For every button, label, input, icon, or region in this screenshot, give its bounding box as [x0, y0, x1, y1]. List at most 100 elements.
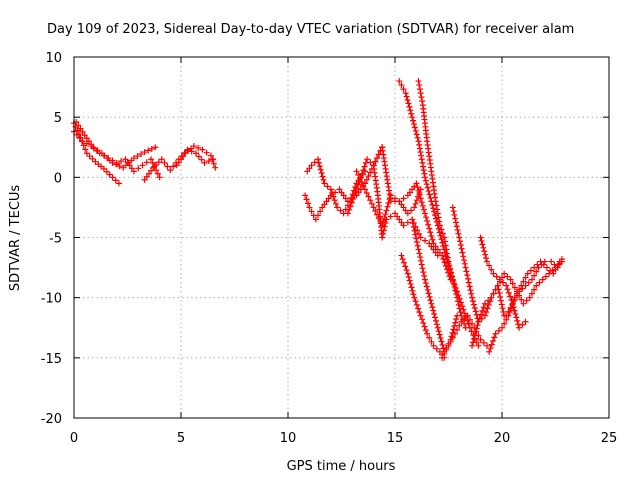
data-marker	[73, 131, 80, 138]
data-marker	[360, 167, 367, 174]
data-point	[469, 342, 476, 349]
data-marker	[329, 189, 336, 196]
data-marker	[479, 241, 486, 248]
data-marker	[106, 171, 113, 178]
data-marker	[382, 211, 389, 218]
data-marker	[519, 321, 526, 328]
data-marker	[411, 183, 418, 190]
data-marker	[75, 122, 82, 129]
data-marker	[454, 298, 461, 305]
data-point	[415, 138, 422, 145]
series-arc-10	[370, 144, 424, 217]
data-marker	[85, 138, 92, 145]
data-point	[370, 204, 377, 211]
data-points	[71, 78, 565, 361]
data-marker	[435, 328, 442, 335]
data-marker	[461, 315, 468, 322]
data-marker	[497, 293, 504, 300]
data-marker	[113, 161, 120, 168]
data-marker	[505, 308, 512, 315]
data-marker	[412, 127, 419, 134]
data-point	[207, 152, 214, 159]
data-marker	[406, 189, 413, 196]
data-marker	[425, 221, 432, 228]
data-marker	[505, 289, 512, 296]
data-marker	[424, 217, 431, 224]
data-marker	[367, 197, 374, 204]
data-point	[417, 312, 424, 319]
data-point	[484, 258, 491, 265]
data-marker	[423, 181, 430, 188]
data-point	[469, 294, 476, 301]
data-marker	[331, 197, 338, 204]
data-marker	[308, 208, 315, 215]
data-marker	[128, 165, 135, 172]
data-marker	[355, 181, 362, 188]
data-marker	[317, 208, 324, 215]
data-point	[130, 155, 137, 162]
data-point	[548, 258, 555, 265]
data-marker	[406, 103, 413, 110]
data-marker	[405, 100, 412, 107]
data-marker	[465, 275, 472, 282]
data-point	[445, 258, 452, 265]
data-marker	[420, 163, 427, 170]
data-point	[522, 318, 529, 325]
data-marker	[423, 283, 430, 290]
data-marker	[116, 163, 123, 170]
data-marker	[112, 177, 119, 184]
grid	[74, 57, 609, 418]
data-marker	[512, 310, 519, 317]
y-tick-label: -5	[49, 232, 62, 247]
data-point	[79, 138, 86, 145]
data-marker	[480, 304, 487, 311]
y-tick-label: 0	[54, 171, 62, 186]
data-marker	[427, 229, 434, 236]
data-marker	[439, 230, 446, 237]
data-marker	[374, 155, 381, 162]
data-marker	[449, 334, 456, 341]
data-marker	[412, 231, 419, 238]
data-marker	[432, 314, 439, 321]
data-marker	[409, 220, 416, 227]
data-marker	[143, 159, 150, 166]
data-marker	[536, 279, 543, 286]
data-marker	[453, 316, 460, 323]
data-marker	[358, 179, 365, 186]
data-point	[526, 294, 533, 301]
data-marker	[416, 309, 423, 316]
data-marker	[522, 274, 529, 281]
data-point	[304, 168, 311, 175]
data-marker	[416, 145, 423, 152]
data-marker	[338, 189, 345, 196]
chart-title: Day 109 of 2023, Sidereal Day-to-day VTE…	[47, 22, 574, 37]
data-marker	[415, 230, 422, 237]
data-marker	[138, 151, 145, 158]
data-point	[321, 180, 328, 187]
data-point	[199, 146, 206, 153]
data-marker	[210, 160, 217, 167]
data-point	[516, 288, 523, 295]
data-marker	[407, 107, 414, 114]
data-point	[449, 276, 456, 283]
data-marker	[513, 292, 520, 299]
data-marker	[195, 153, 202, 160]
data-marker	[538, 261, 545, 268]
data-point	[439, 252, 446, 259]
data-marker	[384, 203, 391, 210]
data-marker	[355, 171, 362, 178]
data-marker	[456, 305, 463, 312]
data-marker	[209, 156, 216, 163]
data-point	[336, 186, 343, 193]
data-point	[475, 342, 482, 349]
data-point	[417, 234, 424, 241]
series-arc-18	[469, 258, 565, 349]
data-marker	[420, 206, 427, 213]
data-marker	[324, 183, 331, 190]
data-marker	[374, 211, 381, 218]
data-marker	[432, 243, 439, 250]
data-marker	[513, 314, 520, 321]
data-marker	[304, 200, 311, 207]
data-point	[141, 176, 148, 183]
data-marker	[380, 230, 387, 237]
